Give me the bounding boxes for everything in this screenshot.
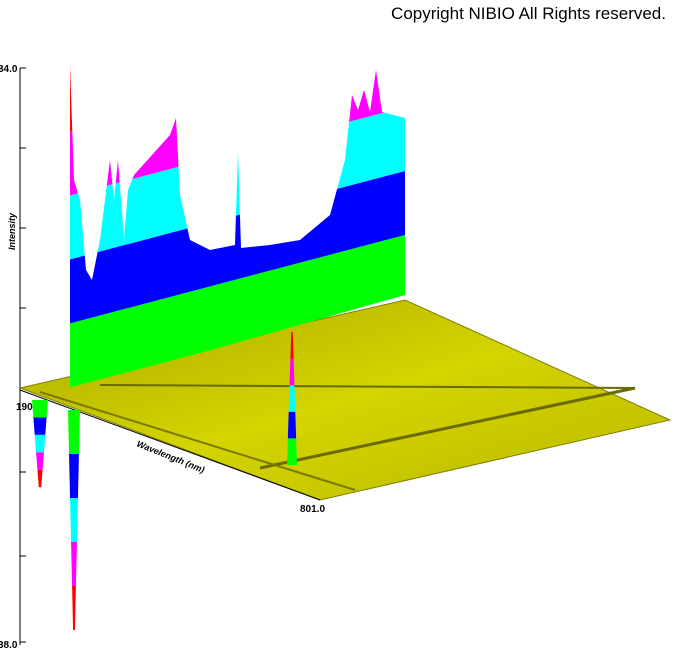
y-axis-title: Intensity [7, 212, 17, 250]
front-spike-2 [68, 410, 80, 630]
floor-ridge-near [259, 386, 636, 470]
front-spike-1 [32, 400, 48, 488]
floor-ridge-front [39, 391, 356, 491]
mid-peak-spike-band-3 [288, 385, 296, 412]
color-band-1 [70, 231, 405, 390]
mid-peak-spike-band-2 [287, 411, 297, 439]
mid-floor-peak [287, 332, 297, 465]
mid-peak-spike-band-4 [289, 358, 295, 386]
y-tick-label-max: 34.0 [0, 64, 18, 75]
front-spike-2-band-1 [68, 410, 80, 454]
x-axis-line [19, 389, 321, 501]
front-spike-2-band-5 [72, 586, 76, 630]
front-spike-2-band-3 [70, 498, 78, 542]
y-tick-label-min: 38.0 [0, 640, 18, 651]
floor-ridge-far [99, 384, 636, 389]
front-spike-2-band-2 [69, 454, 79, 498]
copyright-notice: Copyright NIBIO All Rights reserved. [391, 4, 666, 23]
x-tick-label-end: 801.0 [300, 504, 325, 515]
front-spike-1-band-5 [37, 469, 43, 488]
front-spike-1-band-2 [33, 417, 47, 435]
mid-peak-spike-band-1 [287, 438, 297, 465]
front-spikes [32, 400, 80, 630]
front-spike-2-band-4 [71, 542, 77, 586]
mid-peak-spike-band-5 [290, 332, 294, 359]
front-spike-1-band-3 [34, 434, 46, 453]
front-spike-1-band-1 [32, 400, 48, 418]
y-axis-ticks [20, 67, 26, 643]
mid-peak-spike [287, 332, 297, 465]
front-spike-1-band-4 [36, 452, 44, 470]
x-tick-label-start: 190.0 [16, 402, 41, 413]
